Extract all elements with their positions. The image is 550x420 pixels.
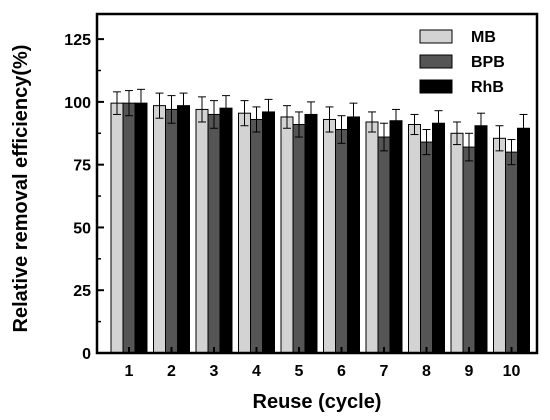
x-tick-label-2: 2 bbox=[167, 363, 176, 380]
bar-mb-6 bbox=[323, 118, 336, 354]
bar-bpb-6 bbox=[335, 129, 348, 354]
error-bar-mb-7 bbox=[368, 111, 376, 133]
y-tick-label-75: 75 bbox=[73, 158, 91, 175]
x-tick-label-7: 7 bbox=[380, 363, 389, 380]
x-tick-label-6: 6 bbox=[337, 363, 346, 380]
error-bar-bpb-5 bbox=[295, 111, 303, 138]
x-tick-label-10: 10 bbox=[503, 363, 521, 380]
bar-rhb-6 bbox=[347, 116, 360, 354]
error-bar-bpb-9 bbox=[465, 132, 473, 162]
error-bar-mb-5 bbox=[283, 105, 291, 129]
error-bars-layer bbox=[113, 88, 528, 166]
x-tick-label-5: 5 bbox=[295, 363, 304, 380]
legend-swatch-bpb bbox=[419, 54, 453, 69]
bar-rhb-1 bbox=[134, 102, 148, 354]
bar-rhb-2 bbox=[177, 105, 190, 354]
x-axis-title: Reuse (cycle) bbox=[253, 391, 382, 413]
error-bar-rhb-2 bbox=[179, 92, 188, 119]
legend-label-mb: MB bbox=[471, 29, 496, 46]
error-bar-mb-4 bbox=[240, 100, 249, 127]
error-bar-mb-1 bbox=[113, 91, 121, 115]
bar-bpb-9 bbox=[462, 146, 476, 354]
legend-label-bpb: BPB bbox=[471, 54, 505, 71]
x-tick-label-4: 4 bbox=[252, 363, 261, 380]
bar-bpb-10 bbox=[505, 151, 518, 354]
legend-swatch-rhb bbox=[419, 79, 453, 94]
legend-swatch-mb bbox=[419, 29, 453, 44]
error-bar-rhb-10 bbox=[519, 113, 528, 143]
error-bar-mb-2 bbox=[155, 92, 164, 119]
bar-bpb-1 bbox=[122, 102, 136, 354]
bar-rhb-10 bbox=[517, 127, 530, 354]
legend: MB BPB RhB bbox=[419, 29, 505, 96]
bar-bpb-8 bbox=[420, 141, 433, 354]
error-bar-rhb-5 bbox=[307, 101, 315, 128]
bar-mb-7 bbox=[365, 121, 379, 354]
bar-rhb-8 bbox=[432, 122, 445, 354]
bar-bpb-7 bbox=[377, 136, 391, 354]
y-tick-label-100: 100 bbox=[64, 95, 91, 112]
bar-rhb-3 bbox=[219, 107, 233, 354]
bar-mb-4 bbox=[238, 112, 251, 354]
x-tick-label-9: 9 bbox=[465, 363, 474, 380]
bar-bpb-2 bbox=[165, 108, 178, 354]
y-tick-label-0: 0 bbox=[82, 346, 91, 363]
error-bar-mb-8 bbox=[410, 113, 419, 136]
y-axis-title: Relative removal efficiency(%) bbox=[10, 45, 32, 333]
error-bar-rhb-7 bbox=[392, 108, 400, 133]
bar-mb-9 bbox=[450, 132, 464, 354]
plot-area-frame bbox=[95, 12, 539, 355]
error-bar-rhb-6 bbox=[349, 102, 358, 132]
error-bar-rhb-1 bbox=[137, 88, 145, 118]
error-bar-rhb-9 bbox=[477, 112, 485, 139]
error-bar-bpb-6 bbox=[337, 115, 346, 144]
bars-layer bbox=[110, 102, 530, 354]
legend-item-mb: MB bbox=[419, 29, 496, 46]
legend-item-bpb: BPB bbox=[419, 54, 505, 71]
bar-rhb-5 bbox=[304, 113, 318, 354]
bar-mb-8 bbox=[408, 123, 421, 354]
x-tick-label-3: 3 bbox=[210, 363, 219, 380]
error-bar-bpb-8 bbox=[422, 129, 431, 156]
legend-item-rhb: RhB bbox=[419, 79, 504, 96]
error-bar-bpb-1 bbox=[125, 90, 133, 117]
bar-bpb-5 bbox=[292, 123, 306, 354]
error-bar-bpb-10 bbox=[507, 139, 516, 166]
bar-rhb-7 bbox=[389, 120, 403, 354]
bar-mb-1 bbox=[110, 102, 124, 354]
bar-rhb-4 bbox=[262, 111, 275, 354]
bar-bpb-3 bbox=[207, 113, 221, 354]
x-tick-label-1: 1 bbox=[125, 363, 134, 380]
error-bar-bpb-4 bbox=[252, 106, 261, 133]
error-bar-bpb-3 bbox=[210, 100, 218, 129]
y-tick-label-125: 125 bbox=[64, 32, 91, 49]
y-tick-label-25: 25 bbox=[73, 283, 91, 300]
error-bar-rhb-3 bbox=[222, 95, 230, 122]
bar-mb-2 bbox=[153, 105, 166, 354]
legend-label-rhb: RhB bbox=[471, 79, 504, 96]
bar-rhb-9 bbox=[474, 125, 488, 354]
y-tick-label-50: 50 bbox=[73, 220, 91, 237]
error-bar-mb-9 bbox=[453, 121, 461, 146]
bar-mb-3 bbox=[195, 108, 209, 354]
error-bar-bpb-2 bbox=[167, 95, 176, 124]
bar-bpb-4 bbox=[250, 118, 263, 354]
bar-mb-5 bbox=[280, 116, 294, 354]
error-bar-mb-3 bbox=[198, 96, 206, 123]
error-bar-mb-6 bbox=[325, 106, 334, 133]
error-bar-bpb-7 bbox=[380, 122, 388, 152]
bar-mb-10 bbox=[493, 137, 506, 354]
error-bar-rhb-8 bbox=[434, 110, 443, 137]
error-bar-mb-10 bbox=[495, 125, 504, 152]
x-tick-label-8: 8 bbox=[422, 363, 431, 380]
error-bar-rhb-4 bbox=[264, 98, 273, 125]
